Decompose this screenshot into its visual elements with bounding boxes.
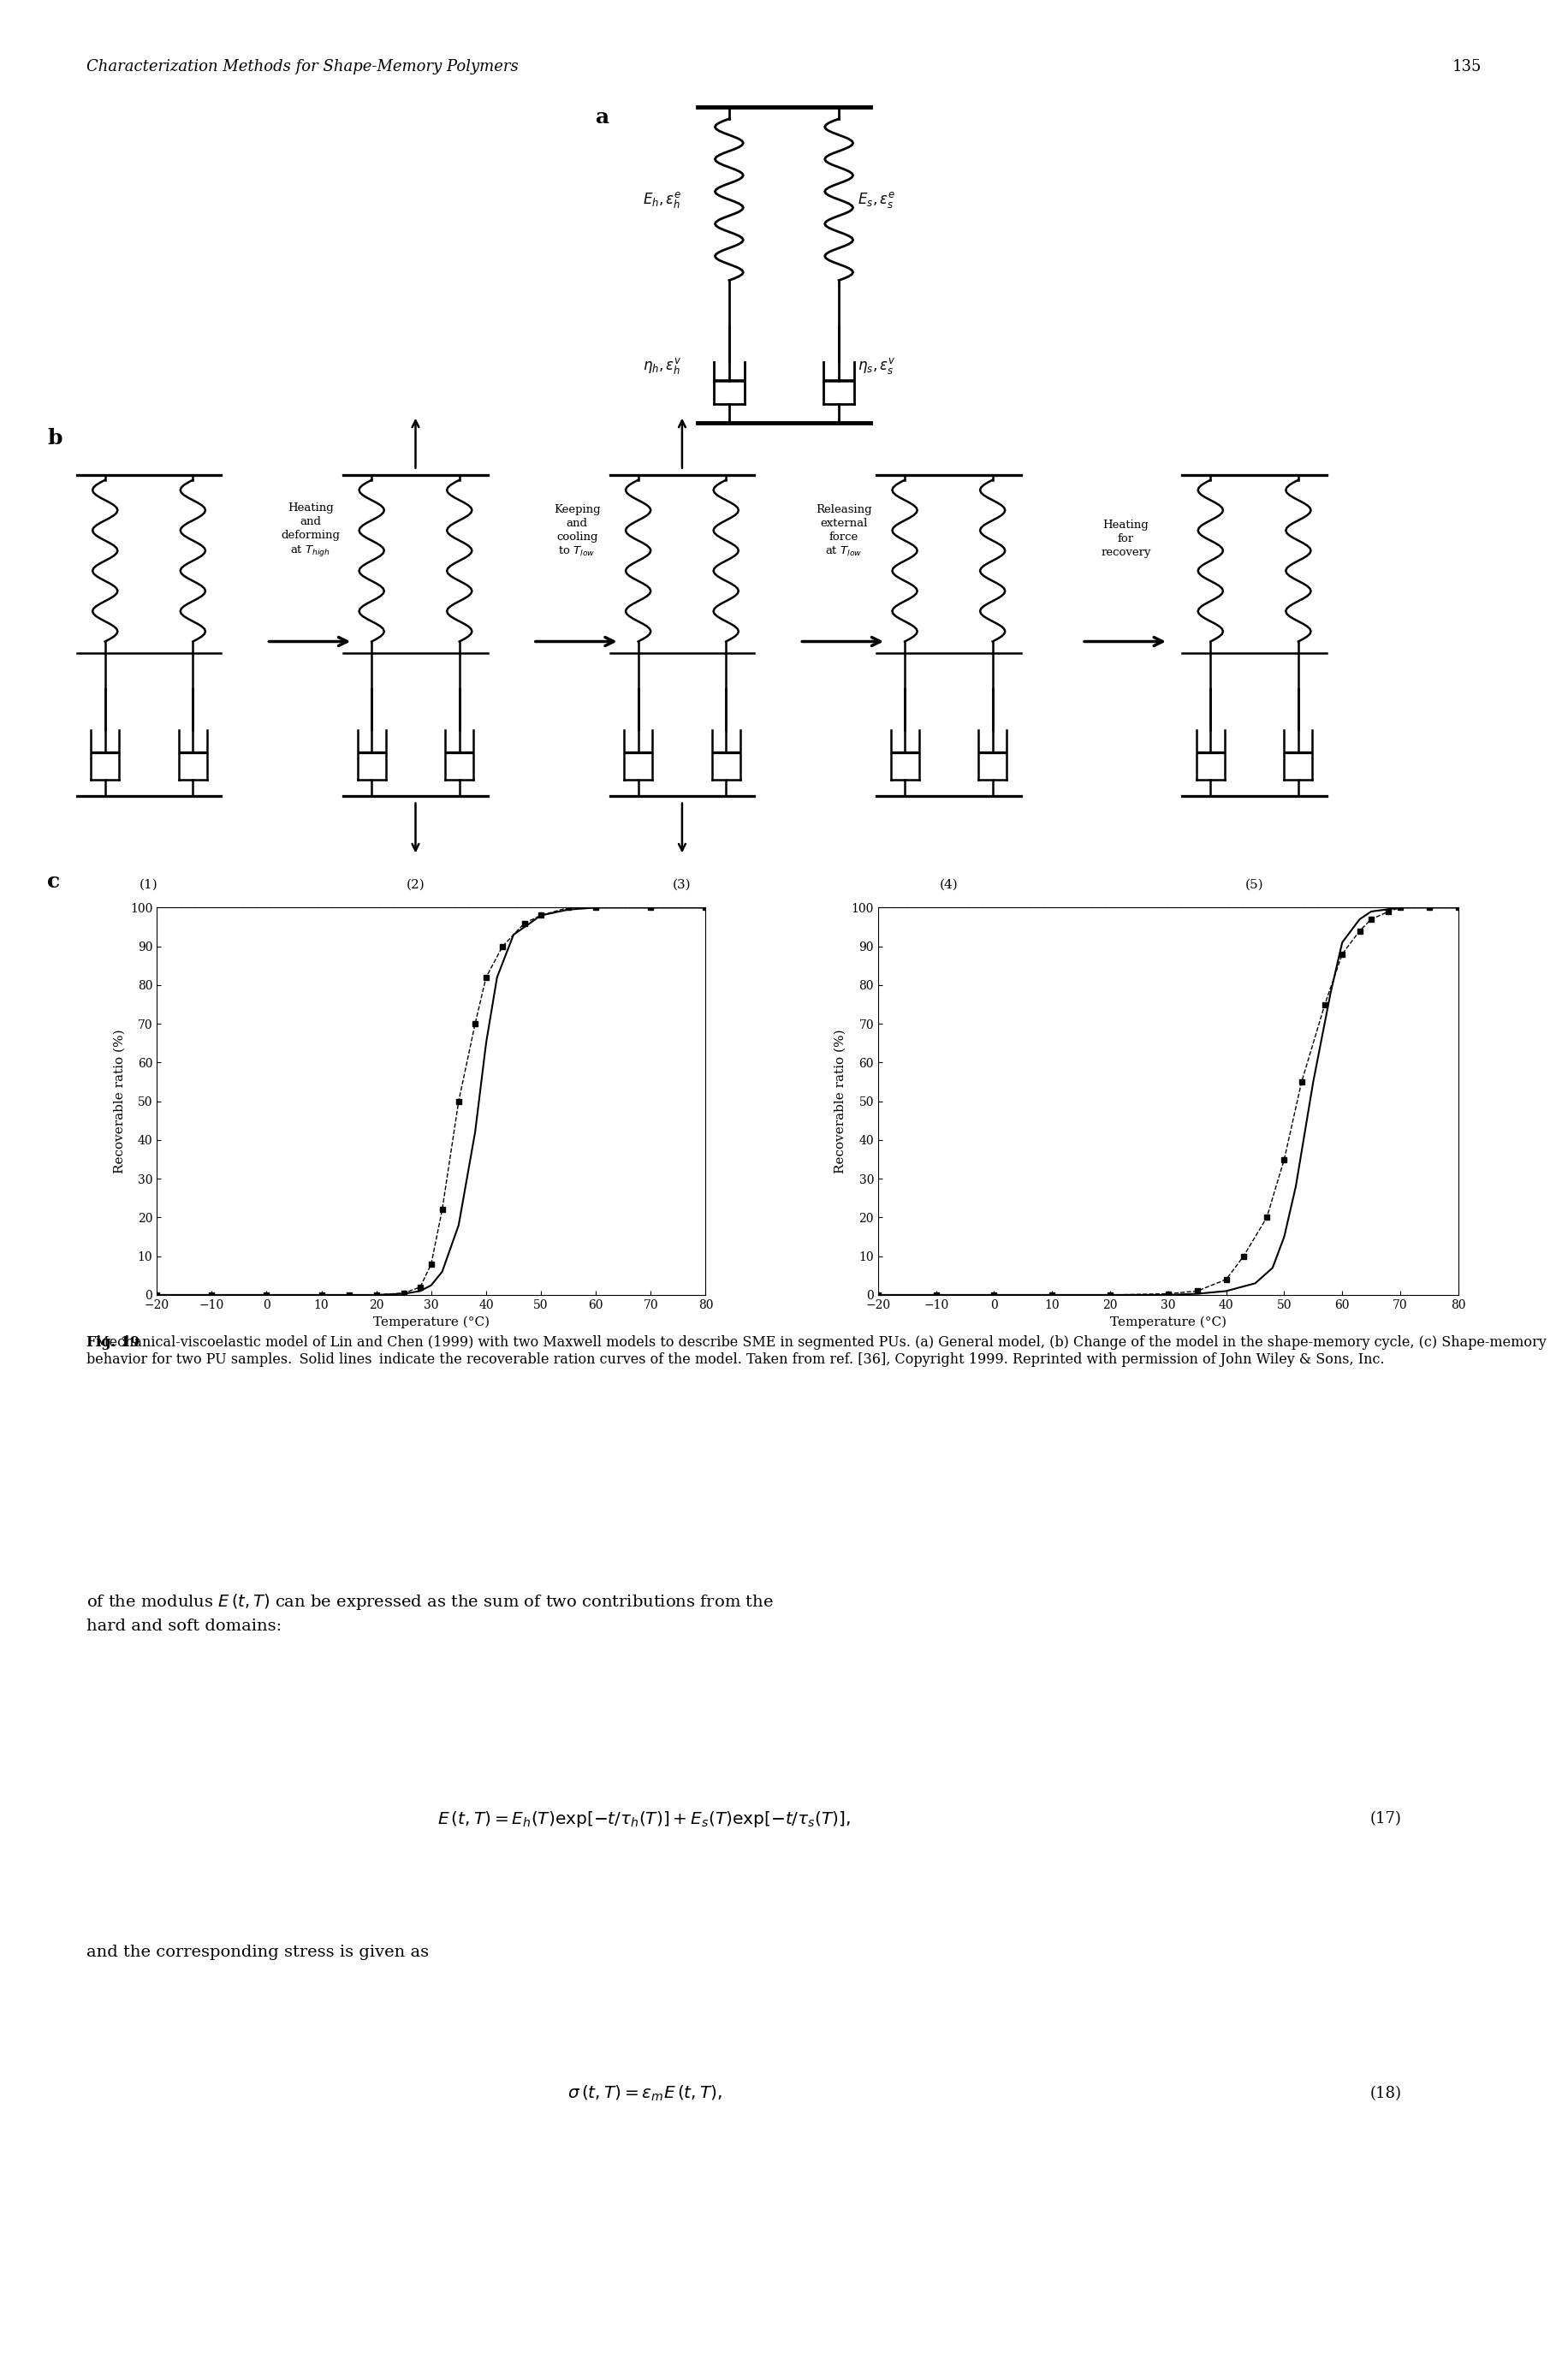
- Text: $\eta_h, \varepsilon_h^v$: $\eta_h, \varepsilon_h^v$: [643, 356, 682, 375]
- Text: Mechanical-viscoelastic model of Lin and Chen (1999) with two Maxwell models to : Mechanical-viscoelastic model of Lin and…: [86, 1335, 1546, 1366]
- X-axis label: Temperature (°C): Temperature (°C): [1110, 1316, 1226, 1328]
- X-axis label: Temperature (°C): Temperature (°C): [373, 1316, 489, 1328]
- Y-axis label: Recoverable ratio (%): Recoverable ratio (%): [834, 1029, 847, 1174]
- Text: (3): (3): [673, 879, 691, 891]
- Text: $E\,(t,T) = E_h(T)\exp\!\left[-t/\tau_h(T)\right] + E_s(T)\exp\!\left[-t/\tau_s(: $E\,(t,T) = E_h(T)\exp\!\left[-t/\tau_h(…: [437, 1808, 851, 1830]
- Text: of the modulus $E\,(t, T)$ can be expressed as the sum of two contributions from: of the modulus $E\,(t, T)$ can be expres…: [86, 1592, 773, 1635]
- Text: $\sigma\,(t,T) = \varepsilon_m E\,(t,T),$: $\sigma\,(t,T) = \varepsilon_m E\,(t,T),…: [568, 2084, 721, 2103]
- Text: (1): (1): [140, 879, 158, 891]
- Text: Fig. 19: Fig. 19: [86, 1335, 140, 1350]
- Text: a: a: [596, 107, 610, 128]
- Text: (2): (2): [406, 879, 425, 891]
- Text: (18): (18): [1370, 2086, 1402, 2100]
- Text: c: c: [47, 872, 60, 891]
- Text: $\eta_s, \varepsilon_s^v$: $\eta_s, \varepsilon_s^v$: [858, 356, 895, 375]
- Text: 135: 135: [1452, 59, 1482, 74]
- Y-axis label: Recoverable ratio (%): Recoverable ratio (%): [113, 1029, 125, 1174]
- Text: Characterization Methods for Shape-Memory Polymers: Characterization Methods for Shape-Memor…: [86, 59, 519, 74]
- Text: (17): (17): [1370, 1811, 1402, 1827]
- Text: Releasing
external
force
at $T_{low}$: Releasing external force at $T_{low}$: [815, 504, 872, 558]
- Text: Keeping
and
cooling
to $T_{low}$: Keeping and cooling to $T_{low}$: [554, 504, 601, 558]
- Text: Heating
for
recovery: Heating for recovery: [1101, 520, 1151, 558]
- Text: and the corresponding stress is given as: and the corresponding stress is given as: [86, 1944, 428, 1960]
- Text: $E_h, \varepsilon_h^e$: $E_h, \varepsilon_h^e$: [643, 190, 682, 209]
- Text: (5): (5): [1245, 879, 1264, 891]
- Text: Heating
and
deforming
at $T_{high}$: Heating and deforming at $T_{high}$: [281, 501, 340, 558]
- Text: (4): (4): [939, 879, 958, 891]
- Text: b: b: [47, 428, 63, 449]
- Text: $E_s, \varepsilon_s^e$: $E_s, \varepsilon_s^e$: [858, 190, 895, 209]
